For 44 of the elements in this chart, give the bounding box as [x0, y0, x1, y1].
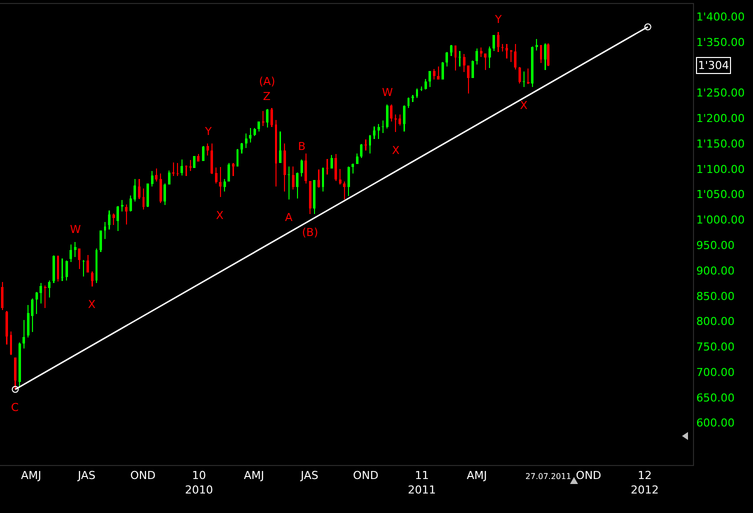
y-tick-label: 950.00	[696, 239, 735, 252]
annotation: Y	[494, 13, 502, 26]
y-tick-label: 1'000.00	[696, 214, 745, 227]
y-tick-label: 1'350.00	[696, 36, 745, 49]
annotation: W	[382, 86, 393, 99]
x-tick-label: 10 2010	[185, 469, 214, 496]
y-tick-label: 1'250.00	[696, 86, 745, 100]
annotation: X	[216, 209, 224, 222]
annotation: Y	[204, 125, 212, 138]
y-tick-label: 850.00	[696, 290, 735, 303]
annotation: C	[11, 401, 19, 414]
x-tick-label: OND	[353, 469, 378, 482]
annotation: Z	[263, 90, 271, 103]
y-tick-label: 600.00	[696, 416, 735, 430]
x-tick-label: AMJ	[21, 469, 42, 482]
x-tick-label: 11 2011	[408, 469, 436, 496]
y-tick-label: 650.00	[696, 391, 735, 404]
text: 1'304	[698, 59, 730, 72]
x-tick-label: 27.07.2011	[525, 472, 572, 482]
y-tick-label: 1'150.00	[696, 137, 745, 150]
x-tick-label: OND	[576, 469, 602, 482]
annotation: X	[88, 298, 96, 311]
x-tick-label: 12 2012	[630, 469, 659, 496]
y-tick-label: 900.00	[696, 264, 735, 278]
y-tick-label: 1'050.00	[696, 188, 745, 202]
y-tick-label: 700.00	[696, 366, 735, 379]
y-tick-label: 800.00	[696, 315, 735, 328]
y-tick-label: 1'100.00	[696, 162, 745, 176]
annotation: W	[70, 223, 81, 236]
annotation: B	[298, 140, 306, 153]
annotation: (A)	[259, 75, 276, 88]
x-tick-label: JAS	[300, 469, 318, 482]
x-tick-label: AMJ	[466, 469, 487, 482]
annotation: A	[285, 211, 293, 224]
candlestick	[394, 114, 397, 132]
annotation: X	[392, 144, 400, 157]
y-tick-label: 1'400.00	[696, 10, 745, 24]
y-tick-label: 1'200.00	[696, 112, 745, 126]
y-tick-label: 750.00	[696, 340, 735, 354]
annotation: X	[520, 99, 528, 112]
annotation: (B)	[302, 226, 318, 239]
x-tick-label: AMJ	[244, 469, 264, 482]
x-tick-label: OND	[130, 469, 156, 482]
x-tick-label: JAS	[76, 469, 96, 482]
